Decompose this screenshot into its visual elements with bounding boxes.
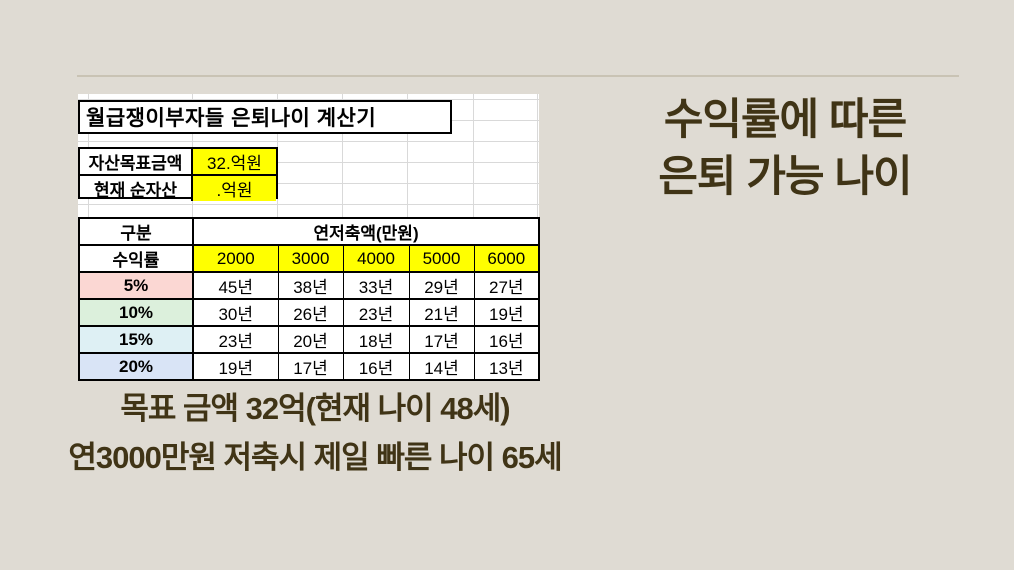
- year-cell: 17년: [408, 325, 475, 354]
- table-row-20pct: 20% 19년 17년 16년 14년 13년: [78, 352, 541, 381]
- year-cell: 16년: [342, 352, 410, 381]
- year-cell: 21년: [408, 298, 475, 327]
- table-row-5pct: 5% 45년 38년 33년 29년 27년: [78, 271, 541, 300]
- year-cell: 14년: [408, 352, 475, 381]
- goal-current-value: .억원: [193, 176, 276, 201]
- headline-line2: 은퇴 가능 나이: [658, 153, 912, 201]
- year-cell: 33년: [342, 271, 410, 300]
- year-cell: 38년: [277, 271, 344, 300]
- divider-line: [77, 75, 959, 77]
- table-row-15pct: 15% 23년 20년 18년 17년 16년: [78, 325, 541, 354]
- year-cell: 27년: [473, 271, 541, 300]
- table-row-columns: 수익률 2000 3000 4000 5000 6000: [78, 244, 541, 273]
- year-cell: 23년: [342, 298, 410, 327]
- headline-line1: 수익률에 따른: [663, 96, 907, 144]
- table-row-group-header: 구분 연저축액(만원): [78, 217, 541, 246]
- column-header-cell: 5000: [408, 244, 475, 273]
- headline: 수익률에 따른 은퇴 가능 나이: [585, 92, 985, 206]
- caption-line2: 연3000만원 저축시 제일 빠른 나이 65세: [68, 440, 562, 475]
- retirement-table: 구분 연저축액(만원) 수익률 2000 3000 4000 5000 6000…: [78, 217, 541, 381]
- corner-header-cell: 구분: [78, 217, 194, 246]
- year-cell: 26년: [277, 298, 344, 327]
- goal-target-value: 32.억원: [193, 149, 276, 174]
- column-header-cell: 2000: [192, 244, 279, 273]
- year-cell: 29년: [408, 271, 475, 300]
- rate-label-cell: 20%: [78, 352, 194, 381]
- goal-target-label: 자산목표금액: [80, 149, 193, 174]
- goal-current-label: 현재 순자산: [80, 176, 193, 201]
- sheet-title: 월급쟁이부자들 은퇴나이 계산기: [78, 100, 452, 134]
- caption-line1: 목표 금액 32억(현재 나이 48세): [120, 391, 510, 426]
- year-cell: 17년: [277, 352, 344, 381]
- rate-label-cell: 5%: [78, 271, 194, 300]
- year-cell: 19년: [473, 298, 541, 327]
- rate-label-cell: 15%: [78, 325, 194, 354]
- table-row-10pct: 10% 30년 26년 23년 21년 19년: [78, 298, 541, 327]
- goal-row-target: 자산목표금액 32.억원: [80, 149, 276, 174]
- column-header-cell: 4000: [342, 244, 410, 273]
- column-header-cell: 6000: [473, 244, 541, 273]
- year-cell: 18년: [342, 325, 410, 354]
- year-cell: 20년: [277, 325, 344, 354]
- goal-row-current: 현재 순자산 .억원: [80, 174, 276, 201]
- year-cell: 16년: [473, 325, 541, 354]
- year-cell: 30년: [192, 298, 279, 327]
- row-header-cell: 수익률: [78, 244, 194, 273]
- group-header-cell: 연저축액(만원): [192, 217, 541, 246]
- year-cell: 19년: [192, 352, 279, 381]
- caption: 목표 금액 32억(현재 나이 48세) 연3000만원 저축시 제일 빠른 나…: [35, 384, 595, 482]
- spreadsheet-screenshot: 월급쟁이부자들 은퇴나이 계산기 자산목표금액 32.억원 현재 순자산 .억원…: [78, 94, 541, 381]
- year-cell: 23년: [192, 325, 279, 354]
- goal-input-box: 자산목표금액 32.억원 현재 순자산 .억원: [78, 147, 278, 201]
- column-header-cell: 3000: [277, 244, 344, 273]
- year-cell: 45년: [192, 271, 279, 300]
- year-cell: 13년: [473, 352, 541, 381]
- rate-label-cell: 10%: [78, 298, 194, 327]
